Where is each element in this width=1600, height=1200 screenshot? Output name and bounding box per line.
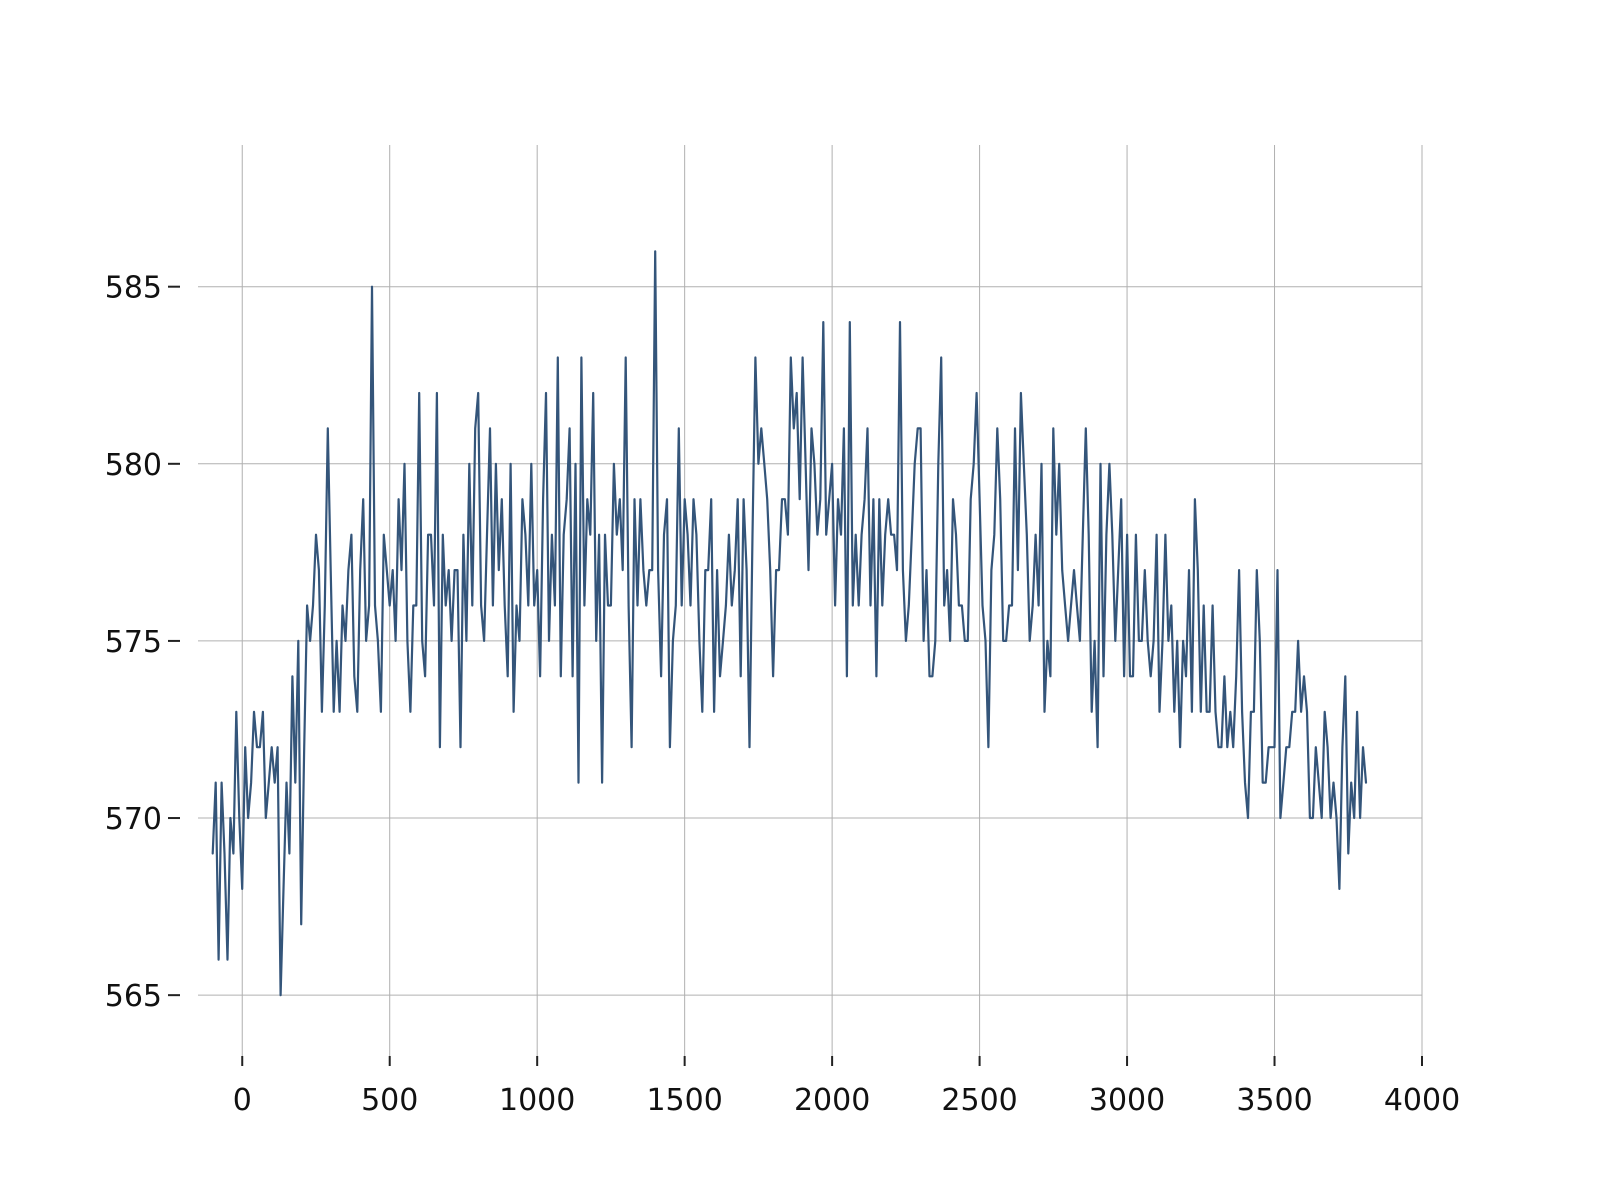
x-tick-label: 500 (361, 1083, 418, 1118)
x-tick-label: 0 (233, 1083, 252, 1118)
x-tick-label: 2500 (941, 1083, 1017, 1118)
x-tick-label: 3500 (1236, 1083, 1312, 1118)
x-tick-label: 1000 (499, 1083, 575, 1118)
y-tick-label: 580 (105, 448, 162, 483)
x-tick-label: 4000 (1384, 1083, 1460, 1118)
y-tick-label: 585 (105, 271, 162, 306)
y-tick-label: 570 (105, 802, 162, 837)
series-layer (211, 250, 1368, 997)
x-tick-label: 3000 (1089, 1083, 1165, 1118)
y-tick-label: 575 (105, 625, 162, 660)
y-tick-label: 565 (105, 979, 162, 1014)
x-tick-label: 1500 (646, 1083, 722, 1118)
series-line-0 (211, 250, 1368, 997)
ticks-layer: 0 500 1000 1500 2000 2500 3000 3500 4000 565 570 57… (105, 271, 1460, 1118)
x-tick-label: 2000 (794, 1083, 870, 1118)
